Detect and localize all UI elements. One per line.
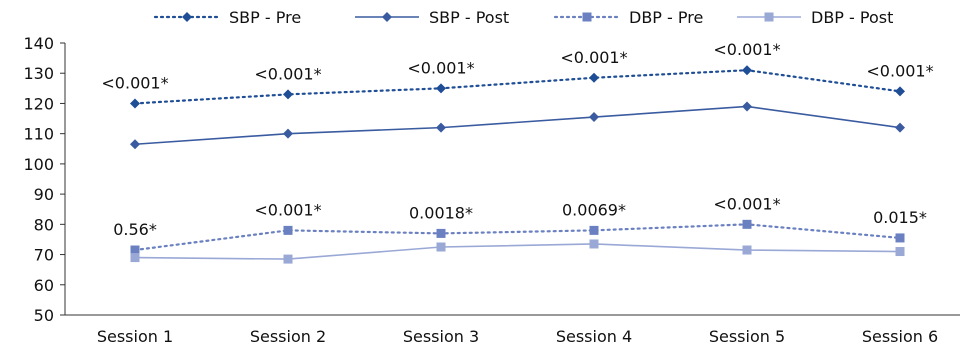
data-point xyxy=(742,101,752,112)
legend-item: DBP - Post xyxy=(737,8,893,27)
series-3 xyxy=(130,219,905,255)
legend-label: SBP - Post xyxy=(429,8,509,27)
data-point xyxy=(436,122,446,133)
data-point xyxy=(589,225,599,235)
y-tick-label: 120 xyxy=(23,94,54,113)
sbp-p-value-label: <0.001* xyxy=(407,58,474,77)
legend-marker xyxy=(182,12,192,22)
series-line xyxy=(133,223,902,252)
y-tick-label: 100 xyxy=(23,155,54,174)
y-tick-label: 60 xyxy=(34,276,54,295)
data-point xyxy=(130,98,140,109)
series-4 xyxy=(130,239,905,264)
series-line xyxy=(134,243,901,260)
x-tick-label: Session 1 xyxy=(97,327,173,346)
x-tick-label: Session 4 xyxy=(556,327,632,346)
legend-label: DBP - Pre xyxy=(629,8,703,27)
sbp-p-value-label: <0.001* xyxy=(101,73,168,92)
dbp-p-value-label: <0.001* xyxy=(713,194,780,213)
dbp-p-value-label: 0.56* xyxy=(113,220,157,239)
legend-item: SBP - Pre xyxy=(153,8,301,27)
data-point xyxy=(436,242,446,252)
data-point xyxy=(589,72,599,83)
data-point xyxy=(130,253,140,263)
dbp-p-value-label: 0.015* xyxy=(873,208,927,227)
y-tick-label: 90 xyxy=(34,185,54,204)
data-point xyxy=(742,219,752,229)
dbp-p-value-label: <0.001* xyxy=(254,200,321,219)
sbp-p-value-label: <0.001* xyxy=(254,64,321,83)
data-point xyxy=(130,139,140,150)
series-2 xyxy=(130,101,905,150)
data-point xyxy=(283,128,293,139)
data-point xyxy=(742,245,752,255)
y-tick-label: 80 xyxy=(34,215,54,234)
y-tick-label: 130 xyxy=(23,64,54,83)
x-tick-label: Session 3 xyxy=(403,327,479,346)
x-tick-label: Session 2 xyxy=(250,327,326,346)
legend-marker xyxy=(382,12,392,22)
data-point xyxy=(283,254,293,264)
sbp-p-value-label: <0.001* xyxy=(560,48,627,67)
x-tick-label: Session 6 xyxy=(862,327,938,346)
data-point xyxy=(130,245,140,255)
data-point xyxy=(895,122,905,133)
legend-label: DBP - Post xyxy=(811,8,893,27)
data-point xyxy=(895,233,905,243)
data-point xyxy=(283,225,293,235)
data-point xyxy=(283,89,293,100)
data-point xyxy=(895,247,905,257)
y-tick-label: 70 xyxy=(34,246,54,265)
data-point xyxy=(589,112,599,123)
x-tick-label: Session 5 xyxy=(709,327,785,346)
legend: SBP - Pre SBP - Post DBP - Pre DBP - Post xyxy=(153,8,893,27)
data-point xyxy=(589,239,599,249)
y-tick-label: 110 xyxy=(23,125,54,144)
y-axis: 50 60 70 80 90 100 110 120 130 140 xyxy=(23,34,66,325)
sbp-p-value-label: <0.001* xyxy=(713,40,780,59)
data-point xyxy=(436,228,446,238)
y-tick-label: 140 xyxy=(23,34,54,53)
series-layer xyxy=(130,65,905,264)
sbp-p-value-label: <0.001* xyxy=(866,61,933,80)
legend-marker xyxy=(582,12,592,22)
data-point xyxy=(436,83,446,94)
series-1 xyxy=(130,65,905,109)
series-line xyxy=(133,69,902,105)
y-tick-label: 50 xyxy=(34,306,54,325)
data-point xyxy=(742,65,752,76)
series-line xyxy=(134,105,901,146)
dbp-p-value-label: 0.0018* xyxy=(409,203,473,222)
data-point xyxy=(895,86,905,97)
dbp-p-value-label: 0.0069* xyxy=(562,200,626,219)
legend-item: SBP - Post xyxy=(355,8,509,27)
legend-marker xyxy=(764,12,774,22)
legend-item: DBP - Pre xyxy=(553,8,703,27)
legend-label: SBP - Pre xyxy=(229,8,301,27)
annotations: <0.001* <0.001* <0.001* <0.001* <0.001* <0.00… xyxy=(101,40,933,239)
x-axis: Session 1 Session 2 Session 3 Session 4 Sess… xyxy=(65,314,960,346)
